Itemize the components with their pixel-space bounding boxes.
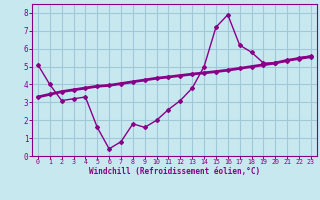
X-axis label: Windchill (Refroidissement éolien,°C): Windchill (Refroidissement éolien,°C) <box>89 167 260 176</box>
